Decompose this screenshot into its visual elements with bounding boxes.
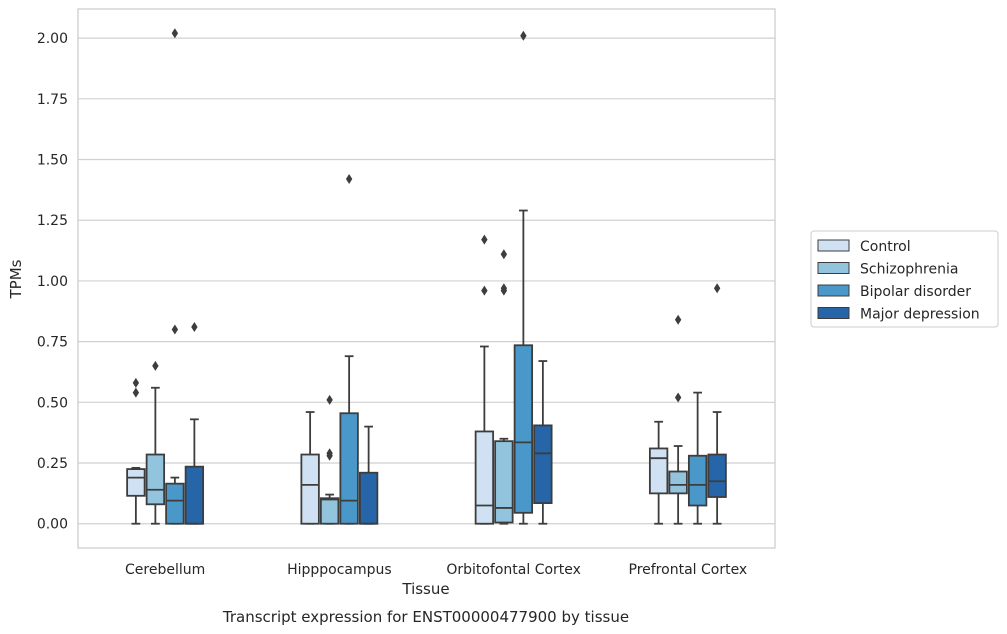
outlier-point <box>132 387 140 398</box>
box-control <box>648 420 669 525</box>
outlier-point <box>674 392 682 403</box>
box-bipolar-disorder <box>687 391 708 525</box>
box-control <box>126 377 146 525</box>
box-body <box>339 412 359 525</box>
outlier-point <box>171 324 179 335</box>
y-tick-labels: 0.00 0.25 0.50 0.75 1.00 1.25 1.50 1.75 2.00 <box>37 31 68 533</box>
box-groups <box>126 28 727 525</box>
box-body <box>358 471 379 525</box>
box-control <box>474 234 495 525</box>
outlier-point <box>674 314 682 325</box>
box-schizophrenia <box>319 394 340 525</box>
legend-swatch <box>817 239 850 252</box>
x-tick-labels: Cerebellum Hipppocampus Orbitofontal Corte… <box>125 562 747 578</box>
legend-label: Control <box>860 239 911 255</box>
box-major-depression <box>533 360 553 525</box>
outlier-point <box>326 448 333 459</box>
box-major-depression <box>707 283 727 525</box>
box-major-depression <box>358 425 379 525</box>
y-tick-label: 0.25 <box>37 456 68 472</box>
box-body <box>668 470 688 495</box>
y-tick-label: 0.75 <box>37 335 68 351</box>
outlier-point <box>500 283 508 294</box>
outlier-point <box>345 173 353 184</box>
legend-label: Major depression <box>860 307 980 323</box>
y-tick-label: 1.25 <box>37 213 68 229</box>
box-schizophrenia <box>668 314 688 525</box>
box-body <box>707 453 727 498</box>
legend-swatch <box>817 284 850 297</box>
box-schizophrenia <box>494 249 514 525</box>
legend-label: Schizophrenia <box>860 262 958 278</box>
outlier-point <box>500 249 508 260</box>
outlier-point <box>132 377 140 388</box>
box-control <box>300 411 320 525</box>
y-axis-label: TPMs <box>7 259 25 299</box>
box-body <box>494 440 514 524</box>
x-axis-label: Tissue <box>401 580 449 598</box>
x-tick-label: Hipppocampus <box>287 562 392 578</box>
legend: Control Schizophrenia Bipolar disorder Majo… <box>810 230 999 328</box>
x-tick-label: Orbitofontal Cortex <box>446 562 581 578</box>
box-bipolar-disorder <box>513 30 534 525</box>
box-body <box>687 454 708 507</box>
outlier-point <box>481 234 488 245</box>
outlier-point <box>152 360 159 371</box>
outlier-point <box>713 283 721 294</box>
y-tick-label: 0.00 <box>37 517 68 533</box>
box-body <box>184 465 205 525</box>
legend-swatch <box>817 307 850 319</box>
y-tick-label: 1.75 <box>37 92 68 108</box>
box-body <box>145 453 166 506</box>
outlier-point <box>326 394 333 405</box>
chart-title: Transcript expression for ENST0000047790… <box>222 608 629 626</box>
legend-label: Bipolar disorder <box>860 284 971 300</box>
y-tick-label: 1.00 <box>37 274 68 290</box>
box-body <box>513 344 534 514</box>
x-tick-label: Prefrontal Cortex <box>629 562 748 578</box>
outlier-point <box>171 28 179 39</box>
outlier-point <box>191 322 198 333</box>
plot-frame <box>77 8 776 549</box>
box-body <box>319 497 340 525</box>
box-body <box>165 482 185 525</box>
box-body <box>474 430 495 525</box>
y-tick-label: 0.50 <box>37 395 68 411</box>
box-bipolar-disorder <box>339 173 359 525</box>
box-bipolar-disorder <box>165 28 185 525</box>
legend-frame <box>810 230 999 328</box>
x-tick-label: Cerebellum <box>125 562 205 578</box>
outlier-point <box>481 285 488 296</box>
legend-swatch <box>817 262 850 274</box>
grid-lines <box>78 37 775 525</box>
y-tick-label: 2.00 <box>37 31 68 47</box>
box-body <box>533 424 553 504</box>
outlier-point <box>520 30 527 41</box>
box-schizophrenia <box>145 360 166 525</box>
box-body <box>648 447 669 495</box>
box-body <box>126 468 146 497</box>
y-tick-label: 1.50 <box>37 153 68 169</box>
box-body <box>300 453 320 525</box>
box-major-depression <box>184 322 205 525</box>
